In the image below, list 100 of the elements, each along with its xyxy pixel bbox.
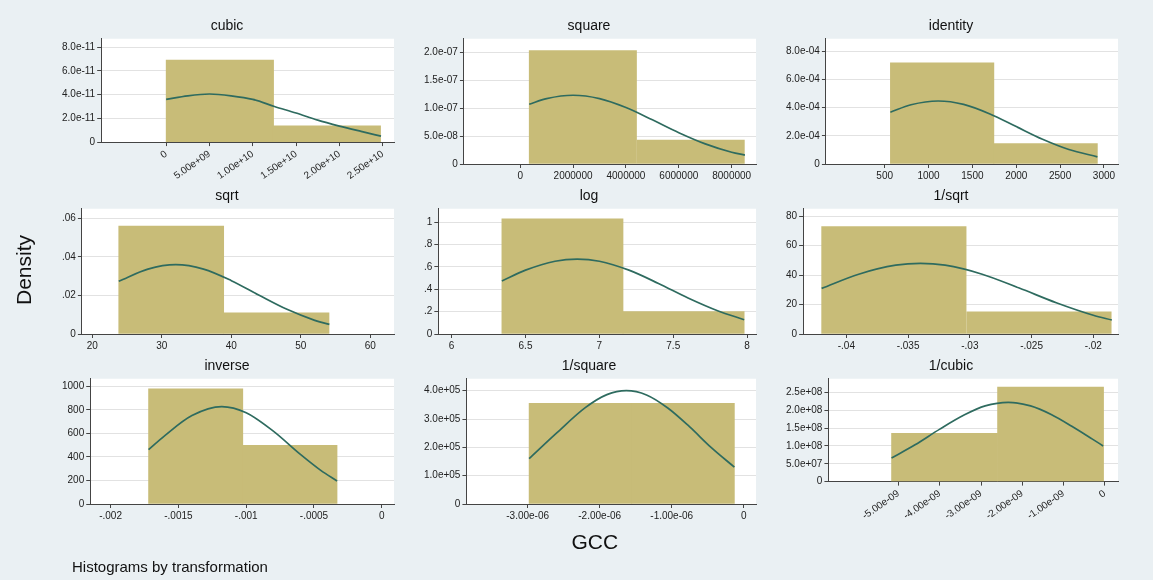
x-tick-label: 0 (517, 169, 524, 181)
x-tick-label: -.0015 (164, 509, 193, 521)
x-tick-label: 7.5 (666, 339, 681, 351)
x-tick-label: 3000 (1092, 169, 1116, 181)
x-axis-title: GCC (571, 530, 619, 554)
chart-title: 1/sqrt (933, 187, 969, 204)
line-series (528, 94, 746, 156)
chart-title: square (567, 17, 611, 34)
y-tick-label: 2.5e+08 (785, 386, 823, 398)
chart-title: sqrt (215, 187, 239, 204)
y-tick-label: 1.5e-07 (423, 73, 459, 85)
x-tick-label: 2000000 (553, 169, 593, 181)
y-axis-title: Density (12, 234, 36, 306)
x-tick-label: 1000 (917, 169, 941, 181)
y-tick-label: 6.0e-11 (61, 64, 96, 76)
y-tick-label: 800 (67, 403, 85, 415)
y-tick-label: 60 (786, 239, 798, 251)
line-series (528, 389, 736, 469)
y-tick-label: 4.0e+05 (423, 384, 461, 396)
line-series (889, 100, 1099, 158)
x-tick-label: -2.00e-06 (578, 509, 622, 521)
line-series (820, 262, 1113, 321)
y-tick-label: 2.0e-07 (423, 45, 459, 57)
y-tick-label: 0 (426, 327, 433, 339)
x-tick-label: 0 (379, 509, 386, 521)
y-tick-label: 8.0e-04 (785, 45, 821, 57)
y-tick-label: 8.0e-11 (61, 40, 96, 52)
y-tick-label: 3.0e+05 (423, 412, 461, 424)
x-tick-label: 6.5 (518, 339, 533, 351)
y-tick-label: .06 (62, 212, 77, 224)
x-tick-label: 1500 (961, 169, 984, 181)
x-tick-label: 2500 (1048, 169, 1072, 181)
x-tick-label: 6 (448, 339, 455, 351)
y-tick-label: 20 (786, 298, 798, 310)
line-series (117, 263, 331, 326)
x-tick-label: 40 (225, 339, 238, 351)
x-tick-label: -.02 (1084, 339, 1103, 351)
y-tick-label: 4.0e-11 (61, 88, 96, 100)
x-tick-label: -.0005 (299, 509, 329, 521)
x-tick-label: -.03 (961, 339, 979, 351)
line-series (501, 258, 746, 321)
x-tick-label: 500 (876, 169, 894, 181)
x-tick-label: 8000000 (712, 169, 752, 181)
y-tick-label: 1.0e+08 (785, 439, 823, 451)
chart-title: 1/cubic (928, 357, 974, 374)
y-tick-label: 4.0e-04 (785, 101, 821, 113)
y-tick-label: 6.0e-04 (785, 73, 821, 85)
y-tick-label: .02 (62, 289, 77, 301)
y-tick-label: 1 (426, 215, 433, 227)
x-tick-label: 8 (744, 339, 751, 351)
y-tick-label: 0 (89, 135, 96, 147)
y-tick-label: 200 (67, 474, 85, 486)
line-series (890, 401, 1104, 459)
x-tick-label: 30 (156, 339, 168, 351)
y-tick-label: 2.0e-11 (61, 112, 96, 124)
chart-title: identity (928, 17, 974, 34)
x-tick-label: 7 (596, 339, 603, 351)
x-tick-label: -1.00e-06 (650, 509, 694, 521)
y-tick-label: 5.0e-08 (423, 129, 459, 141)
y-tick-label: 5.0e+07 (785, 457, 823, 469)
line-series (165, 93, 382, 137)
x-tick-label: 6000000 (659, 169, 699, 181)
y-tick-label: 0 (70, 327, 77, 339)
y-tick-label: 2.0e+08 (785, 403, 823, 415)
y-tick-label: 600 (67, 427, 85, 439)
chart-title: cubic (210, 17, 244, 34)
y-tick-label: 40 (786, 268, 798, 280)
y-tick-label: .4 (424, 283, 433, 295)
x-tick-label: -.04 (837, 339, 856, 351)
x-tick-label: 0 (1096, 487, 1108, 500)
x-tick-label: -3.00e-06 (506, 509, 550, 521)
y-tick-label: .6 (424, 260, 433, 272)
chart-title: log (579, 187, 599, 204)
text: Histograms by transformation (72, 558, 268, 575)
y-tick-label: 80 (786, 209, 798, 221)
x-tick-label: -.025 (1020, 339, 1044, 351)
y-tick-label: 1.0e+05 (423, 469, 461, 481)
x-tick-label: -.035 (896, 339, 920, 351)
y-tick-label: 1000 (62, 380, 85, 392)
y-tick-label: 2.0e+05 (423, 441, 461, 453)
y-tick-label: 2.0e-04 (785, 129, 821, 141)
y-tick-label: .8 (424, 238, 433, 250)
x-tick-label: 2000 (1005, 169, 1028, 181)
y-tick-label: 0 (816, 475, 823, 487)
chart-title: inverse (204, 357, 250, 374)
chart-title: 1/square (561, 357, 617, 374)
x-tick-label: -.002 (99, 509, 123, 521)
y-tick-label: .04 (62, 250, 77, 262)
y-tick-label: 400 (67, 450, 85, 462)
x-tick-label: 0 (158, 147, 170, 161)
x-tick-label: -.001 (234, 509, 259, 521)
y-tick-label: 1.5e+08 (785, 421, 823, 433)
x-tick-label: 0 (740, 509, 747, 521)
x-tick-label: 60 (364, 339, 377, 351)
y-tick-label: .2 (424, 305, 433, 317)
x-tick-label: 50 (295, 339, 307, 351)
line-series (147, 405, 338, 482)
x-tick-label: 4000000 (606, 169, 646, 181)
y-tick-label: 0 (791, 327, 798, 339)
y-tick-label: 1.0e-07 (423, 101, 459, 113)
